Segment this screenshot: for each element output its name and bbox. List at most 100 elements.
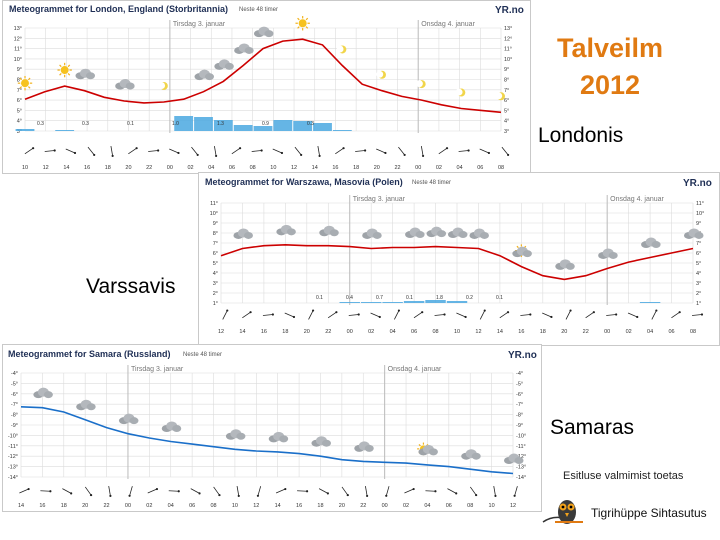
y-tick-label: -5° xyxy=(11,381,18,387)
cloud-puff xyxy=(565,262,575,270)
wind-arrow-icon xyxy=(335,147,345,155)
wind-arrow-icon xyxy=(251,149,263,152)
x-tick-label: 04 xyxy=(208,165,214,171)
wind-head xyxy=(284,487,287,491)
y-tick-label-right: 12° xyxy=(504,36,512,42)
x-tick-label: 16 xyxy=(261,329,267,335)
cloud-puff xyxy=(286,228,296,236)
wind-arrow-icon xyxy=(128,147,138,155)
wind-head xyxy=(443,313,446,316)
day-label: Onsdag 4. januar xyxy=(610,196,664,203)
cloud-icon xyxy=(469,228,489,239)
x-tick-label: 00 xyxy=(167,165,173,171)
moon-icon xyxy=(495,92,505,101)
cloud-icon xyxy=(426,226,447,238)
wind-arrow-icon xyxy=(190,488,201,495)
wind-shaft xyxy=(191,146,198,156)
x-tick-label: 06 xyxy=(229,165,235,171)
y-tick-label-right: 3° xyxy=(696,281,701,287)
cloud-puff xyxy=(243,231,253,239)
wind-shaft xyxy=(148,150,159,152)
wind-arrow-icon xyxy=(294,146,303,157)
x-tick-label: 22 xyxy=(360,503,366,509)
cloud-puff xyxy=(608,251,618,259)
wind-head xyxy=(249,311,252,314)
wind-shaft xyxy=(294,146,302,156)
sun-ray xyxy=(67,73,71,76)
wind-shaft xyxy=(404,488,414,494)
wind-arrow-icon xyxy=(469,486,478,497)
y-tick-label-right: 3° xyxy=(504,129,509,135)
wind-arrow-icon xyxy=(317,146,321,158)
wind-head xyxy=(346,493,349,497)
cloud-icon xyxy=(118,413,139,425)
sun-ray xyxy=(516,245,519,249)
wind-arrow-icon xyxy=(128,486,133,497)
cloud-puff xyxy=(244,46,254,54)
cloud-icon xyxy=(254,26,274,38)
x-tick-label: 12 xyxy=(475,329,481,335)
y-tick-label-right: 5° xyxy=(504,108,509,114)
cloud-puff xyxy=(522,250,532,258)
wind-arrow-icon xyxy=(565,309,572,320)
x-tick-label: 00 xyxy=(347,329,353,335)
wind-shaft xyxy=(213,486,220,496)
moon-icon xyxy=(416,80,426,89)
wind-arrow-icon xyxy=(493,486,497,498)
wind-head xyxy=(357,313,360,316)
x-tick-label: 14 xyxy=(275,503,281,509)
wind-head xyxy=(226,309,229,312)
wind-head xyxy=(378,315,381,319)
wind-shaft xyxy=(520,314,531,316)
y-tick-label-right: -11° xyxy=(516,444,526,450)
wind-shaft xyxy=(129,486,133,496)
wind-arrow-icon xyxy=(284,312,296,319)
precip-bar xyxy=(233,125,253,131)
wind-arrow-icon xyxy=(438,147,449,155)
day-label: Tirsdag 3. januar xyxy=(131,366,184,373)
wind-head xyxy=(89,493,93,497)
wind-head xyxy=(93,153,96,157)
y-tick-label: -14° xyxy=(8,475,18,481)
moon-shadow xyxy=(376,70,384,78)
wind-head xyxy=(237,494,240,498)
x-tick-label: 04 xyxy=(390,329,396,335)
x-tick-label: 10 xyxy=(22,165,28,171)
cloud-icon xyxy=(234,43,254,54)
sun-ray xyxy=(19,86,23,89)
wind-shaft xyxy=(147,488,158,494)
x-tick-label: 04 xyxy=(168,503,174,509)
y-tick-label: 12° xyxy=(14,36,22,42)
x-tick-label: 06 xyxy=(411,329,417,335)
cloud-icon xyxy=(448,227,468,239)
wind-shaft xyxy=(370,312,380,318)
y-tick-label: -11° xyxy=(8,444,18,450)
sun-ray xyxy=(27,86,31,89)
moon-shadow xyxy=(416,80,423,88)
wind-shaft xyxy=(479,310,486,320)
y-tick-label-right: -6° xyxy=(516,392,523,398)
wind-head xyxy=(238,147,242,150)
wind-arrow-icon xyxy=(272,148,284,155)
chart-subtitle: Neste 48 timer xyxy=(183,352,222,358)
precip-bar xyxy=(273,120,293,131)
precip-bar xyxy=(446,301,468,303)
wind-head xyxy=(111,154,114,158)
wind-head xyxy=(280,151,284,155)
y-tick-label-right: 10° xyxy=(696,211,704,217)
x-tick-label: 18 xyxy=(282,329,288,335)
y-tick-label-right: -14° xyxy=(516,475,526,481)
y-tick-label-right: -10° xyxy=(516,433,526,439)
y-tick-label: -4° xyxy=(11,371,18,377)
wind-head xyxy=(421,154,425,158)
sun-ray xyxy=(19,77,23,81)
wind-shaft xyxy=(671,311,680,319)
y-tick-label: 1° xyxy=(213,301,218,307)
y-tick-label: -7° xyxy=(11,402,18,408)
meteogram-samara: Meteogrammet for Samara (Russland) Neste… xyxy=(2,344,542,512)
wind-shaft xyxy=(308,310,314,320)
wind-head xyxy=(300,153,303,157)
wind-arrow-icon xyxy=(370,312,381,319)
x-tick-label: 22 xyxy=(104,503,110,509)
precip-bar xyxy=(360,302,382,303)
